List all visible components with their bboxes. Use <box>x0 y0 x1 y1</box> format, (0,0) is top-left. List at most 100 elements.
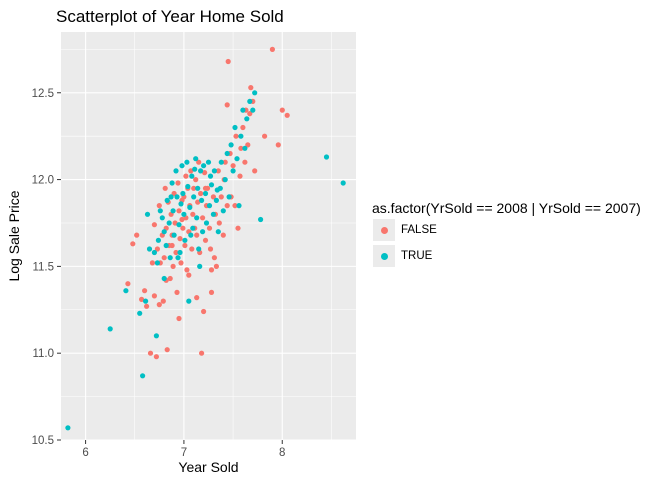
data-point-false <box>180 225 186 231</box>
data-point-true <box>164 197 170 203</box>
data-point-true <box>202 190 209 197</box>
data-point-false <box>160 298 166 304</box>
data-point-true <box>197 263 203 269</box>
data-point-false <box>237 173 243 179</box>
data-point-true <box>186 298 192 304</box>
data-point-true <box>323 154 330 160</box>
data-point-false <box>202 170 208 176</box>
data-point-false <box>222 159 228 165</box>
data-point-false <box>147 350 154 356</box>
data-point-true <box>144 211 151 217</box>
data-point-false <box>208 267 215 273</box>
data-point-false <box>279 107 285 113</box>
data-point-false <box>167 275 173 282</box>
data-point-false <box>151 222 157 228</box>
data-point-false <box>169 242 175 249</box>
data-point-false <box>191 185 197 191</box>
data-point-false <box>171 190 177 197</box>
data-point-true <box>161 275 167 282</box>
data-point-true <box>191 194 197 200</box>
data-point-false <box>224 102 230 108</box>
data-point-false <box>134 232 140 238</box>
data-point-true <box>238 133 244 139</box>
data-point-true <box>210 211 216 217</box>
legend-label-false: FALSE <box>401 224 437 236</box>
data-point-false <box>213 263 219 269</box>
data-point-true <box>180 190 186 197</box>
y-tick-label: 10.5 <box>32 435 54 447</box>
data-point-true <box>196 246 202 252</box>
data-point-true <box>174 194 180 200</box>
data-point-true <box>201 163 207 169</box>
data-point-false <box>190 211 196 217</box>
data-point-false <box>215 168 221 174</box>
data-point-false <box>202 237 209 243</box>
data-point-true <box>159 215 165 221</box>
data-point-false <box>238 145 244 151</box>
data-point-true <box>218 159 224 165</box>
data-point-true <box>143 298 149 304</box>
data-point-false <box>193 177 199 183</box>
data-point-false <box>170 263 176 269</box>
data-point-false <box>177 236 183 242</box>
data-point-true <box>157 208 163 214</box>
data-point-true <box>190 225 196 231</box>
data-point-true <box>178 201 184 207</box>
data-point-false <box>186 272 192 278</box>
data-point-true <box>188 232 194 238</box>
data-point-false <box>196 159 202 165</box>
data-point-true <box>214 187 220 193</box>
data-point-false <box>172 220 178 226</box>
data-point-false <box>201 308 207 315</box>
data-point-false <box>224 203 230 209</box>
data-point-false <box>164 347 170 353</box>
data-point-false <box>200 215 206 221</box>
data-point-true <box>226 194 232 200</box>
data-point-true <box>199 197 205 203</box>
data-point-false <box>130 241 136 247</box>
data-point-true <box>208 182 215 188</box>
data-point-true <box>193 156 199 162</box>
data-point-true <box>258 216 264 223</box>
data-point-false <box>220 232 226 238</box>
data-point-true <box>181 211 187 217</box>
data-point-false <box>210 194 216 200</box>
legend-item-true: TRUE <box>372 244 641 268</box>
data-point-true <box>155 237 161 243</box>
data-point-true <box>205 159 212 165</box>
data-point-true <box>153 333 159 339</box>
data-point-false <box>173 249 179 256</box>
data-point-false <box>247 111 253 117</box>
data-point-true <box>192 166 198 172</box>
data-point-true <box>242 145 248 151</box>
data-point-false <box>235 225 241 231</box>
data-point-true <box>247 98 253 104</box>
y-tick-label: 12.0 <box>32 175 54 187</box>
data-point-true <box>137 310 143 316</box>
data-point-true <box>123 288 129 294</box>
data-point-true <box>140 373 146 379</box>
data-point-true <box>224 150 230 157</box>
data-point-true <box>232 124 238 131</box>
y-tick-label: 11.0 <box>32 348 54 360</box>
data-point-false <box>233 133 239 139</box>
data-point-false <box>284 112 290 118</box>
data-point-false <box>240 124 246 131</box>
data-point-true <box>154 260 160 266</box>
data-point-true <box>170 208 176 214</box>
data-point-true <box>177 249 183 256</box>
data-point-false <box>252 168 258 174</box>
data-point-false <box>175 180 181 186</box>
data-point-false <box>178 260 184 266</box>
data-point-false <box>139 296 145 302</box>
data-point-false <box>195 199 201 205</box>
data-point-false <box>176 315 182 322</box>
data-point-true <box>211 168 217 174</box>
y-tick-label: 11.5 <box>32 261 54 273</box>
data-point-false <box>176 208 182 214</box>
data-point-false <box>194 295 200 301</box>
data-point-true <box>168 194 174 200</box>
data-point-true <box>173 168 179 174</box>
legend-title: as.factor(YrSold == 2008 | YrSold == 200… <box>372 200 641 216</box>
